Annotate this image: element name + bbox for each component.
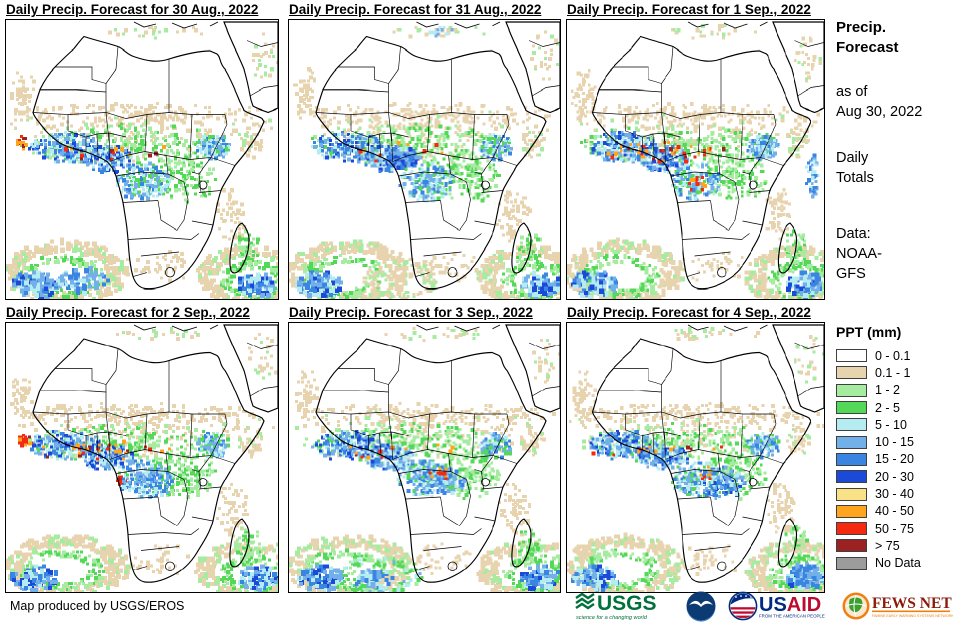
legend-swatch [836,504,867,518]
map-frame [566,19,825,300]
africa-precip-map [6,20,278,299]
africa-precip-map [289,323,560,592]
usaid-wordmark-us: US [759,594,787,616]
legend-swatch [836,452,867,466]
legend-row: 10 - 15 [836,433,965,450]
map-panel-6: Daily Precip. Forecast for 4 Sep., 2022 [566,305,825,593]
totals-block: Daily Totals [836,148,965,188]
sidebar-title: Precip. Forecast [836,18,965,58]
legend-label: 10 - 15 [875,435,914,450]
map-panel-1: Daily Precip. Forecast for 30 Aug., 2022 [5,2,279,300]
map-panel-4: Daily Precip. Forecast for 2 Sep., 2022 [5,305,279,593]
ppt-legend: PPT (mm) 0 - 0.1 0.1 - 1 1 - 2 2 - 5 5 -… [836,324,965,572]
legend-row: 5 - 10 [836,416,965,433]
usgs-wordmark: USGS [597,592,657,615]
map-frame [566,322,825,593]
legend-label: 15 - 20 [875,452,914,467]
africa-precip-map [289,20,560,299]
legend-swatch [836,418,867,432]
legend-label: 50 - 75 [875,521,914,536]
legend-row: 50 - 75 [836,520,965,537]
legend-row: > 75 [836,537,965,554]
map-frame [5,19,279,300]
legend-title: PPT (mm) [836,324,902,340]
legend-swatch [836,383,867,397]
legend-swatch [836,487,867,501]
africa-precip-map [6,323,278,592]
legend-row: 1 - 2 [836,382,965,399]
legend-row: No Data [836,555,965,572]
fewsnet-tagline: FAMINE EARLY WARNING SYSTEMS NETWORK [872,614,953,618]
legend-swatch [836,556,867,570]
as-of-label: as of [836,84,868,100]
map-panel-3: Daily Precip. Forecast for 1 Sep., 2022 [566,2,825,300]
legend-swatch [836,366,867,380]
usaid-emblem-icon [728,591,758,621]
usaid-wordmark-aid: AID [787,594,821,616]
usaid-tagline: FROM THE AMERICAN PEOPLE [759,614,825,619]
sidebar-title-line2: Forecast [836,39,899,56]
africa-precip-map [567,323,824,592]
legend-row: 15 - 20 [836,451,965,468]
data-source-line2: GFS [836,266,866,282]
noaa-seagull-icon [686,591,716,622]
legend-label: 2 - 5 [875,400,901,415]
legend-swatch [836,470,867,484]
africa-precip-map [567,20,824,299]
map-panel-title: Daily Precip. Forecast for 4 Sep., 2022 [567,305,811,320]
fewsnet-underline [872,610,950,613]
legend-row: 2 - 5 [836,399,965,416]
map-panel-title: Daily Precip. Forecast for 31 Aug., 2022 [289,2,542,17]
legend-row: 30 - 40 [836,485,965,502]
legend-label: 0.1 - 1 [875,365,911,380]
legend-label: 1 - 2 [875,383,901,398]
legend-label: > 75 [875,538,900,553]
fewsnet-globe-icon [842,592,870,620]
map-panel-title: Daily Precip. Forecast for 30 Aug., 2022 [6,2,259,17]
noaa-logo [685,590,717,622]
legend-row: 40 - 50 [836,503,965,520]
legend-swatch [836,522,867,536]
as-of-date: Aug 30, 2022 [836,104,923,120]
usgs-logo: USGS science for a changing world [574,590,674,622]
sidebar-title-line1: Precip. [836,19,887,36]
legend-label: No Data [875,556,921,571]
map-panel-5: Daily Precip. Forecast for 3 Sep., 2022 [288,305,561,593]
legend-row: 20 - 30 [836,468,965,485]
legend-label: 0 - 0.1 [875,348,911,363]
usaid-logo: USAID FROM THE AMERICAN PEOPLE [728,590,830,622]
usgs-tagline: science for a changing world [576,615,648,621]
partner-logos: USGS science for a changing world [574,589,953,623]
data-source-label: Data: [836,226,871,242]
legend-label: 5 - 10 [875,417,907,432]
legend-swatch [836,539,867,553]
legend-label: 30 - 40 [875,487,914,502]
info-sidebar: Precip. Forecast as of Aug 30, 2022 Dail… [836,18,965,572]
legend-swatch [836,435,867,449]
legend-label: 20 - 30 [875,469,914,484]
map-frame [288,322,561,593]
map-panel-title: Daily Precip. Forecast for 3 Sep., 2022 [289,305,533,320]
totals-line1: Daily [836,150,869,166]
data-source-block: Data: NOAA- GFS [836,224,965,284]
map-panel-2: Daily Precip. Forecast for 31 Aug., 2022 [288,2,561,300]
map-panel-title: Daily Precip. Forecast for 2 Sep., 2022 [6,305,250,320]
legend-swatch [836,401,867,415]
map-frame [5,322,279,593]
legend-label: 40 - 50 [875,504,914,519]
map-panel-title: Daily Precip. Forecast for 1 Sep., 2022 [567,2,811,17]
legend-swatch [836,349,867,363]
data-source-line1: NOAA- [836,246,882,262]
usgs-wave-icon [575,592,595,610]
fewsnet-logo: FEWS NET FAMINE EARLY WARNING SYSTEMS NE… [841,590,953,622]
totals-line2: Totals [836,170,874,186]
as-of-block: as of Aug 30, 2022 [836,82,965,122]
fewsnet-wordmark: FEWS NET [872,595,952,612]
svg-text:USAID: USAID [759,594,821,616]
map-frame [288,19,561,300]
legend-row: 0 - 0.1 [836,347,965,364]
map-credit: Map produced by USGS/EROS [10,599,185,613]
legend-row: 0.1 - 1 [836,364,965,381]
